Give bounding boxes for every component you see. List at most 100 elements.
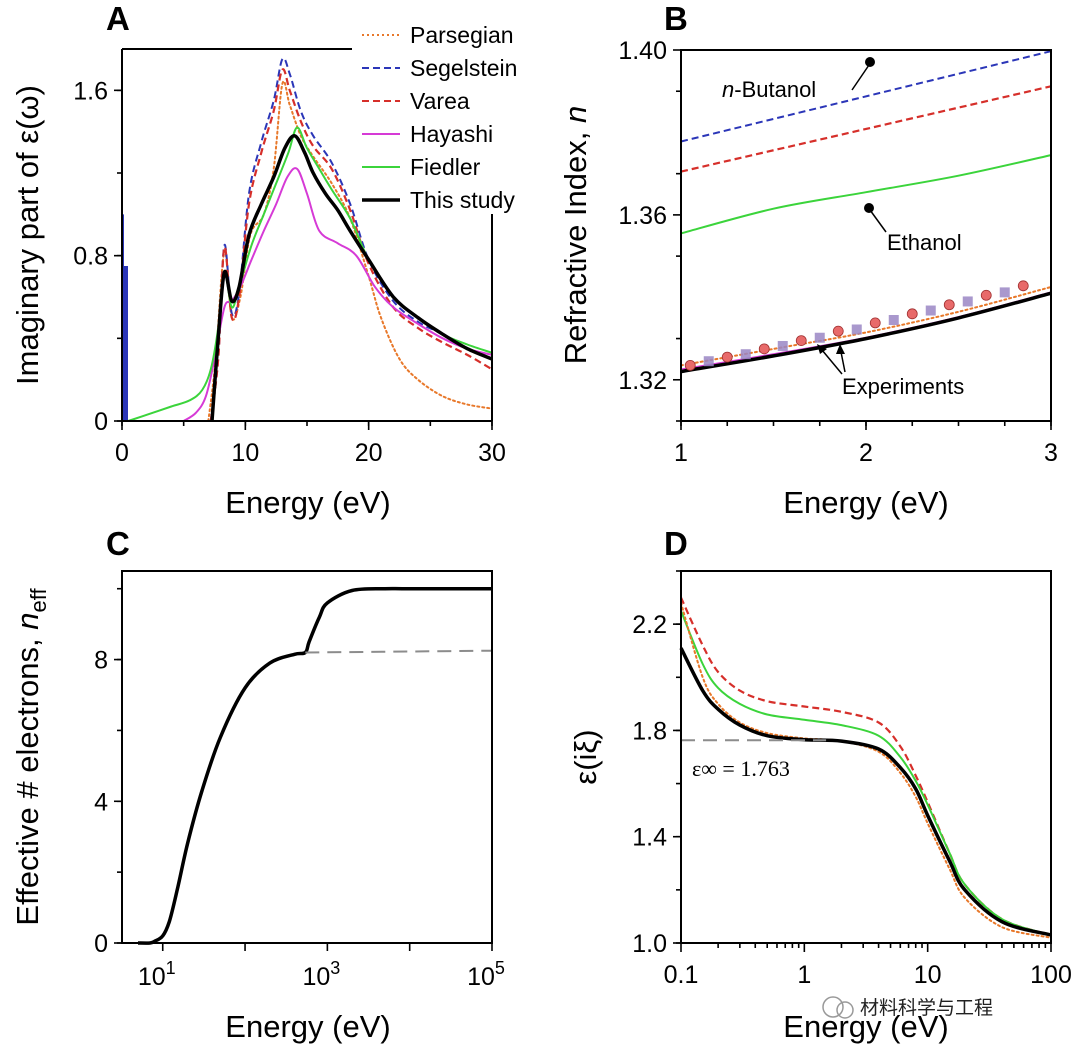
x-tick-exponent: 3 — [330, 958, 340, 978]
panel-c-xlabel: Energy (eV) — [225, 1009, 390, 1044]
experiment-circle — [758, 343, 770, 355]
experiment-square — [962, 296, 973, 307]
series-parsegian — [680, 286, 1052, 367]
experiment-circle — [980, 289, 992, 301]
x-tick-base: 10 — [467, 963, 495, 991]
legend-label-varea: Varea — [410, 88, 470, 114]
y-tick-label: 0 — [94, 930, 108, 958]
butanol-rest: -Butanol — [734, 77, 816, 102]
series-fiedler — [680, 154, 1052, 235]
panel-b-marks — [680, 50, 1052, 374]
series-this_study — [680, 291, 1052, 374]
x-tick-label: 0 — [115, 439, 129, 467]
panel-b-ylabel: Refractive Index, n — [558, 106, 593, 364]
y-tick-label: 1.40 — [618, 37, 667, 65]
panel-d-ylabel: ε(iξ) — [568, 729, 603, 784]
butanol-leader — [851, 64, 870, 91]
x-tick-label: 105 — [467, 958, 505, 991]
y-tick-label: 1.4 — [632, 824, 667, 852]
watermark-icon — [822, 996, 844, 1018]
panel-d: D 1.0 1.4 1.8 2.2 0.1 1 10 100 Energy (eV) ε(iξ… — [568, 525, 1072, 1044]
x-tick-label: 3 — [1044, 439, 1058, 467]
series-segelstein-ir-band — [124, 266, 128, 421]
panel-c-frame — [121, 570, 493, 944]
series-fiedler — [680, 610, 1052, 936]
panel-d-marks — [679, 597, 1052, 939]
series-segelstein — [680, 50, 1052, 143]
x-tick-label: 103 — [302, 958, 340, 991]
series-segelstein — [209, 57, 493, 422]
experiment-circle — [906, 308, 918, 320]
watermark-text: 材料科学与工程 — [860, 997, 993, 1019]
legend-label-this_study: This study — [410, 187, 515, 213]
x-tick-label: 1 — [797, 961, 811, 989]
x-tick-exponent: 5 — [495, 958, 505, 978]
experiment-square — [777, 340, 788, 351]
series-parsegian — [680, 601, 1052, 939]
panel-c-ylabel: Effective # electrons, neff — [10, 588, 51, 926]
series-this_study — [137, 586, 492, 945]
y-tick-label: 2.2 — [632, 611, 667, 639]
experiment-circle — [721, 351, 733, 363]
x-tick-label: 100 — [1030, 961, 1072, 989]
panel-d-label: D — [664, 525, 688, 562]
x-tick-label: 1 — [674, 439, 688, 467]
x-tick-label: 10 — [231, 439, 259, 467]
experiments-arrow-1 — [821, 349, 843, 375]
panel-c-ylabel-prefix: Effective # electrons, — [10, 630, 45, 926]
watermark-icon-2 — [836, 1001, 854, 1019]
panel-a: A 0 0.8 1.6 0 10 20 30 Energy (eV) Imaginary p… — [10, 0, 517, 520]
x-tick-label: 0.1 — [664, 961, 699, 989]
panel-b-frame — [680, 49, 1052, 422]
panel-a-ylabel: Imaginary part of ε(ω) — [10, 85, 45, 385]
butanol-annotation: n-Butanol — [722, 77, 816, 102]
panel-d-ticks: 1.0 1.4 1.8 2.2 0.1 1 10 100 — [632, 570, 1072, 989]
experiments-annotation: Experiments — [842, 374, 964, 399]
y-tick-label: 8 — [94, 647, 108, 675]
legend-label-segelstein: Segelstein — [410, 55, 517, 81]
series-this_study — [679, 647, 1052, 937]
y-tick-label: 1.6 — [73, 77, 108, 105]
experiment-square — [703, 356, 714, 367]
legend-label-parsegian: Parsegian — [410, 22, 514, 48]
experiment-square — [888, 315, 899, 326]
panel-a-legend: Parsegian Segelstein Varea Hayashi Fiedler Th… — [362, 22, 517, 213]
experiments-arrowhead-2 — [836, 344, 845, 354]
experiment-circle — [795, 335, 807, 347]
experiment-square — [851, 324, 862, 335]
experiment-circle — [832, 325, 844, 337]
legend-label-hayashi: Hayashi — [410, 121, 493, 147]
series-varea — [680, 85, 1052, 173]
ethanol-leader — [869, 209, 887, 233]
y-tick-label: 1.0 — [632, 930, 667, 958]
series-varea — [209, 68, 493, 422]
experiments-arrowhead-1 — [817, 344, 827, 354]
y-tick-label: 1.32 — [618, 367, 667, 395]
panel-b-ylabel-prefix: Refractive Index, — [558, 123, 593, 364]
experiment-square — [999, 287, 1010, 298]
experiment-square — [925, 305, 936, 316]
x-tick-label: 2 — [859, 439, 873, 467]
experiments-arrow-2 — [840, 351, 846, 373]
panel-b-ticks: 1.32 1.36 1.40 1 2 3 — [618, 37, 1058, 467]
legend-label-fiedler: Fiedler — [410, 154, 481, 180]
y-tick-label: 0.8 — [73, 243, 108, 271]
panel-c-ylabel-sub: eff — [26, 588, 51, 613]
panel-b-label: B — [664, 0, 688, 37]
y-tick-label: 1.36 — [618, 202, 667, 230]
experiment-circle — [943, 299, 955, 311]
x-tick-base: 10 — [302, 963, 330, 991]
y-tick-label: 0 — [94, 408, 108, 436]
ethanol-leader-dot — [864, 203, 874, 213]
panel-d-frame — [680, 570, 1052, 944]
x-tick-label: 30 — [478, 439, 506, 467]
x-tick-label: 10 — [914, 961, 942, 989]
panel-c-marks — [137, 586, 493, 945]
eps-inf-label: ε∞ = 1.763 — [692, 756, 790, 781]
y-tick-label: 1.8 — [632, 717, 667, 745]
panel-d-xlabel: Energy (eV) — [783, 1009, 948, 1044]
experiment-circle — [1017, 280, 1029, 292]
x-tick-exponent: 1 — [166, 958, 176, 978]
